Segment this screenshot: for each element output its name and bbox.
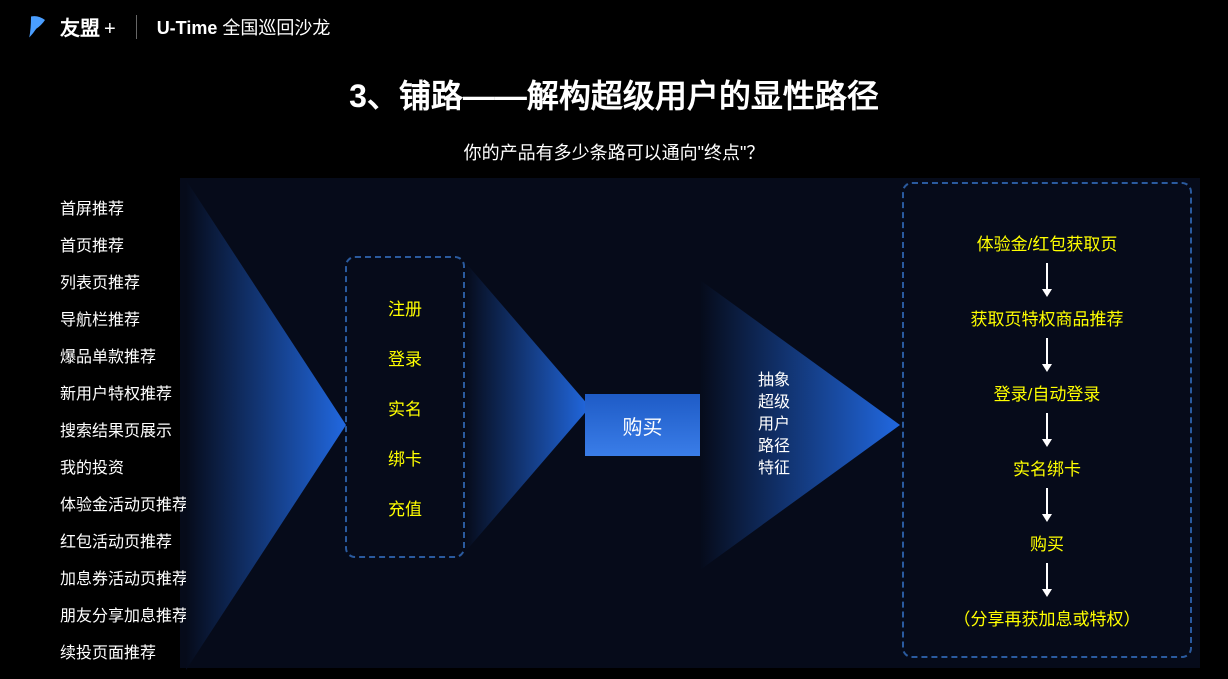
list-item: 体验金活动页推荐 (60, 491, 188, 515)
abstract-line: 用户 (758, 414, 790, 436)
list-item: 加息券活动页推荐 (60, 565, 188, 589)
step-item: 绑卡 (388, 445, 422, 470)
entry-points-list: 首屏推荐 首页推荐 列表页推荐 导航栏推荐 爆品单款推荐 新用户特权推荐 搜索结… (60, 195, 188, 663)
header-subtitle: U-Time 全国巡回沙龙 (157, 14, 331, 40)
step-item: 注册 (388, 295, 422, 320)
onboarding-steps-box: 注册 登录 实名 绑卡 充值 (345, 256, 465, 558)
abstract-line: 超级 (758, 392, 790, 414)
flow-step: 获取页特权商品推荐 (971, 305, 1124, 330)
logo-text: 友盟+ (60, 12, 116, 41)
abstract-line: 特征 (758, 458, 790, 480)
list-item: 我的投资 (60, 454, 188, 478)
list-item: 首页推荐 (60, 232, 188, 256)
list-item: 红包活动页推荐 (60, 528, 188, 552)
step-item: 充值 (388, 495, 422, 520)
funnel-triangle-3 (700, 280, 900, 570)
funnel-triangle-1 (186, 180, 346, 670)
flow-step: 登录/自动登录 (994, 380, 1101, 405)
arrow-down-icon (1040, 413, 1054, 447)
abstract-label: 抽象 超级 用户 路径 特征 (758, 370, 790, 480)
logo-group: 友盟+ (24, 12, 116, 41)
header-divider (136, 15, 137, 39)
logo-icon (24, 13, 52, 41)
page-title: 3、铺路——解构超级用户的显性路径 (0, 71, 1228, 117)
flow-step: （分享再获加息或特权） (954, 605, 1141, 630)
list-item: 爆品单款推荐 (60, 343, 188, 367)
list-item: 续投页面推荐 (60, 639, 188, 663)
purchase-box: 购买 (585, 394, 700, 456)
abstract-line: 路径 (758, 436, 790, 458)
header: 友盟+ U-Time 全国巡回沙龙 (0, 0, 1228, 53)
page-subtitle: 你的产品有多少条路可以通向"终点"？ (0, 139, 1228, 165)
list-item: 首屏推荐 (60, 195, 188, 219)
arrow-down-icon (1040, 563, 1054, 597)
list-item: 朋友分享加息推荐 (60, 602, 188, 626)
abstract-line: 抽象 (758, 370, 790, 392)
list-item: 新用户特权推荐 (60, 380, 188, 404)
step-item: 登录 (388, 345, 422, 370)
list-item: 导航栏推荐 (60, 306, 188, 330)
flow-step: 购买 (1030, 530, 1064, 555)
purchase-label: 购买 (623, 411, 663, 440)
list-item: 搜索结果页展示 (60, 417, 188, 441)
arrow-down-icon (1040, 488, 1054, 522)
flow-step: 体验金/红包获取页 (977, 230, 1118, 255)
optimized-path-box: 体验金/红包获取页 获取页特权商品推荐 登录/自动登录 实名绑卡 购买 （分享再… (902, 182, 1192, 658)
step-item: 实名 (388, 395, 422, 420)
funnel-triangle-2 (465, 262, 590, 552)
list-item: 列表页推荐 (60, 269, 188, 293)
arrow-down-icon (1040, 263, 1054, 297)
arrow-down-icon (1040, 338, 1054, 372)
flow-step: 实名绑卡 (1013, 455, 1081, 480)
